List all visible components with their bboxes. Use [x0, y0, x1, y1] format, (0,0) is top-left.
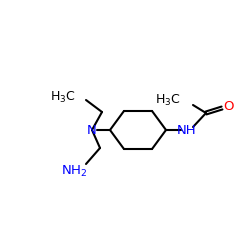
Text: H$_3$C: H$_3$C — [156, 92, 181, 108]
Text: NH: NH — [177, 124, 197, 136]
Text: N: N — [87, 124, 97, 136]
Text: O: O — [224, 100, 234, 114]
Text: H$_3$C: H$_3$C — [50, 90, 76, 104]
Text: NH$_2$: NH$_2$ — [61, 164, 87, 178]
